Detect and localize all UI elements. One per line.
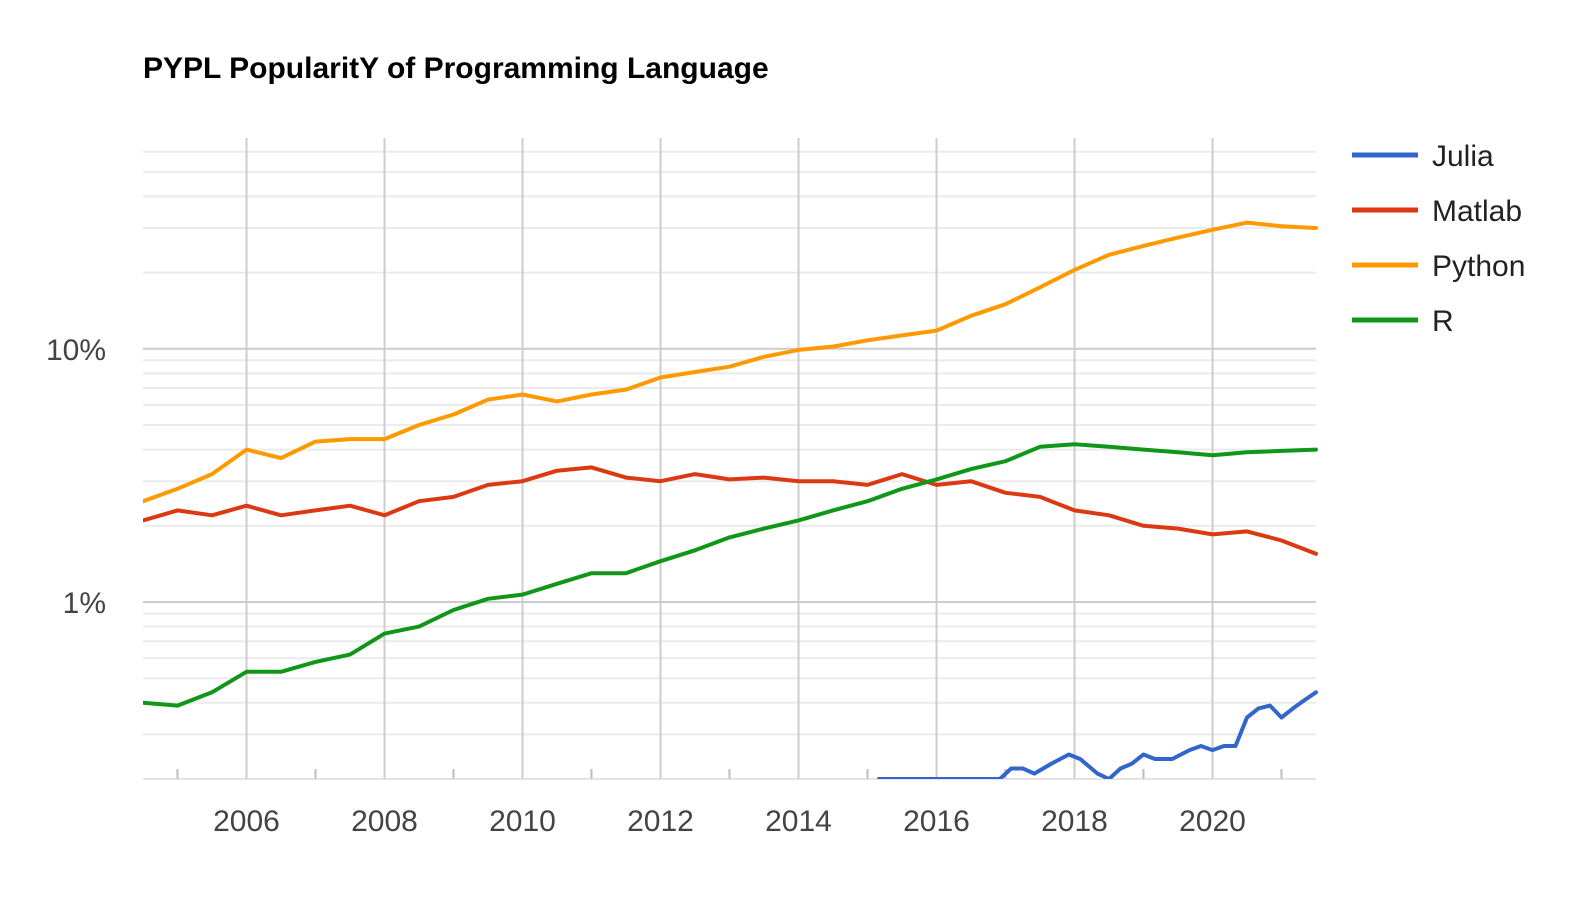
- series-line-r: [143, 442, 1318, 708]
- axis-layer: 2006 2008 2010 2012 2014 2016 2018 2020 1% 10%: [46, 334, 1316, 838]
- legend[interactable]: Julia Matlab Python R: [1352, 140, 1525, 338]
- legend-label-matlab: Matlab: [1432, 195, 1522, 228]
- y-tick-label: 10%: [46, 334, 106, 367]
- series-line-julia: [877, 690, 1318, 779]
- legend-item-python[interactable]: Python: [1352, 250, 1525, 283]
- series-line-python: [143, 220, 1318, 504]
- x-tick-label: 2020: [1179, 805, 1246, 838]
- legend-label-julia: Julia: [1432, 140, 1494, 173]
- x-tick-label: 2010: [489, 805, 556, 838]
- x-tick-label: 2006: [213, 805, 280, 838]
- x-tick-label: 2018: [1041, 805, 1108, 838]
- x-tick-label: 2008: [351, 805, 418, 838]
- x-tick-label: 2012: [627, 805, 694, 838]
- y-tick-label: 1%: [63, 587, 106, 620]
- grid-layer: [143, 138, 1316, 780]
- series-line-matlab: [143, 465, 1318, 556]
- legend-item-matlab[interactable]: Matlab: [1352, 195, 1522, 228]
- legend-item-r[interactable]: R: [1352, 305, 1454, 338]
- x-tick-label: 2016: [903, 805, 970, 838]
- chart-title: PYPL PopularitY of Programming Language: [143, 52, 769, 85]
- series-layer: [143, 220, 1318, 779]
- legend-label-python: Python: [1432, 250, 1525, 283]
- legend-item-julia[interactable]: Julia: [1352, 140, 1494, 173]
- x-tick-label: 2014: [765, 805, 832, 838]
- legend-label-r: R: [1432, 305, 1454, 338]
